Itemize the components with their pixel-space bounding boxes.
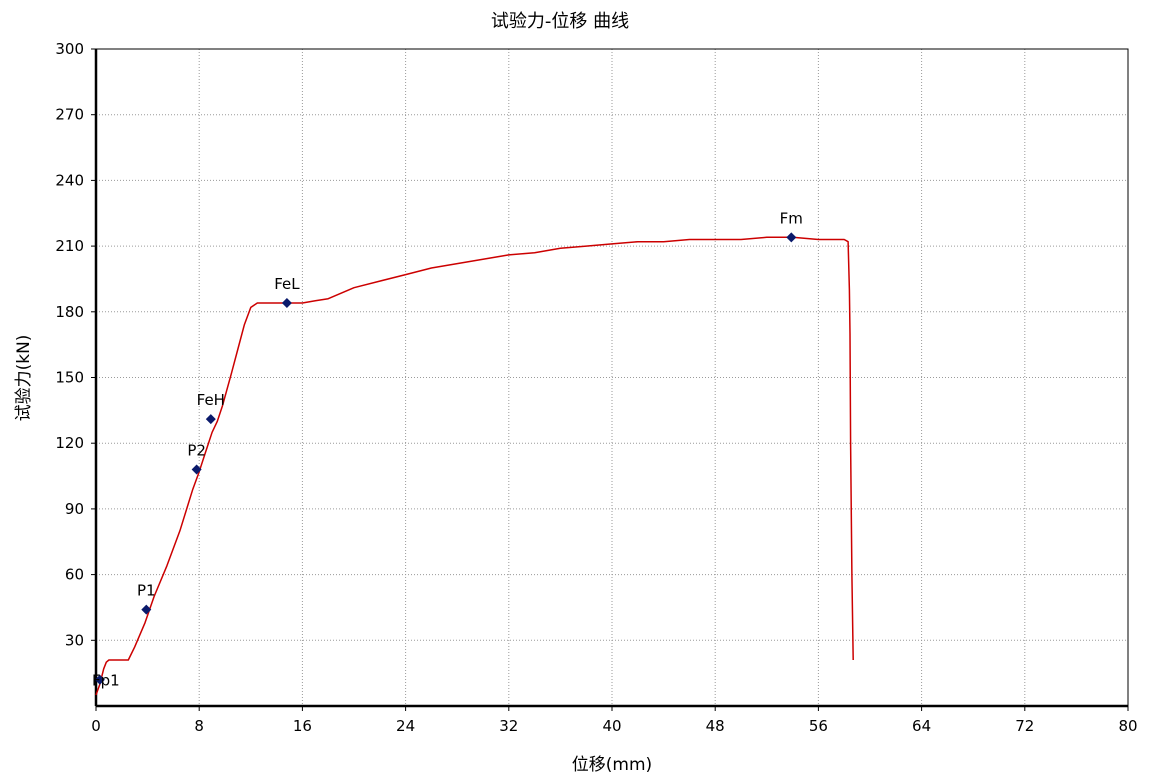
y-tick-label: 210	[55, 237, 84, 255]
y-tick-label: 270	[55, 106, 84, 124]
x-tick-label: 64	[912, 717, 931, 735]
marker-label: Fm	[780, 209, 803, 227]
marker-point	[191, 464, 202, 475]
y-tick-label: 90	[65, 500, 84, 518]
marker-point	[281, 298, 292, 309]
y-tick-label: 150	[55, 369, 84, 387]
marker-label: FeL	[274, 275, 300, 293]
y-tick-label: 180	[55, 303, 84, 321]
y-axis-label: 试验力(kN)	[14, 335, 34, 422]
marker-label: P2	[187, 441, 206, 459]
x-tick-label: 8	[194, 717, 204, 735]
marker-layer: Fp1 P1 P2 FeH FeL Fm	[92, 209, 803, 689]
x-tick-label: 80	[1118, 717, 1137, 735]
axes	[91, 48, 1129, 711]
marker-label: FeH	[197, 391, 225, 409]
grid	[96, 49, 1128, 706]
x-tick-label: 40	[602, 717, 621, 735]
x-tick-label: 32	[499, 717, 518, 735]
x-tick-label: 24	[396, 717, 415, 735]
x-tick-label: 48	[706, 717, 725, 735]
x-axis-label: 位移(mm)	[572, 755, 652, 775]
x-tick-label: 0	[91, 717, 101, 735]
y-tick-label: 300	[55, 40, 84, 58]
marker-point	[205, 414, 216, 425]
x-tick-label: 72	[1015, 717, 1034, 735]
y-tick-label: 240	[55, 171, 84, 189]
series-line	[95, 236, 854, 696]
x-tick-label: 16	[293, 717, 312, 735]
marker-point	[94, 674, 105, 685]
tick-labels: 0 8 16 24 32 40 48 56 64 72 80 30 60 90 120 150 180 210 24…	[55, 40, 1137, 735]
chart-title: 试验力-位移 曲线	[491, 11, 629, 32]
y-tick-label: 60	[65, 566, 84, 584]
y-tick-label: 30	[65, 631, 84, 649]
marker-label: Fp1	[92, 672, 120, 690]
series-layer	[95, 236, 854, 696]
y-tick-label: 120	[55, 434, 84, 452]
marker-point	[141, 604, 152, 615]
x-tick-label: 56	[809, 717, 828, 735]
marker-label: P1	[137, 582, 156, 600]
marker-point	[786, 232, 797, 243]
